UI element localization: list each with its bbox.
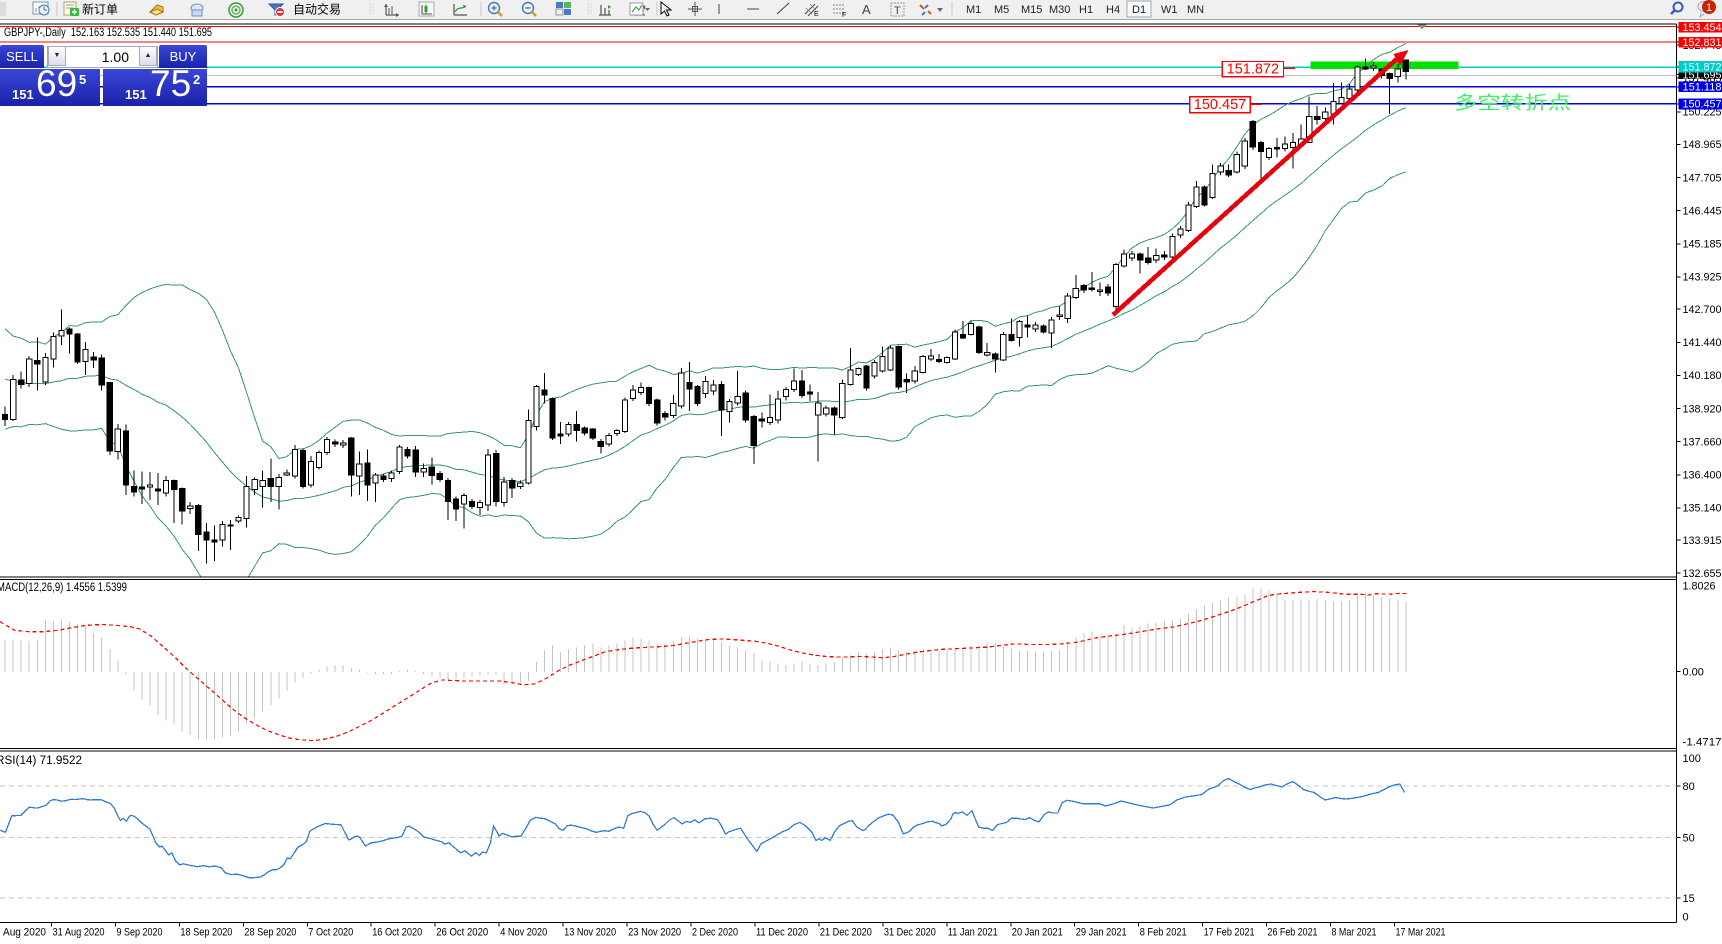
svg-text:17 Feb 2021: 17 Feb 2021 [1204,927,1255,939]
svg-text:1.8026: 1.8026 [1683,581,1716,593]
svg-text:16 Oct 2020: 16 Oct 2020 [372,927,422,939]
svg-text:RSI(14) 71.9522: RSI(14) 71.9522 [0,755,82,767]
svg-text:Aug 2020: Aug 2020 [3,927,46,939]
svg-text:137.660: 137.660 [1683,437,1722,449]
svg-text:17 Mar 2021: 17 Mar 2021 [1396,927,1446,939]
svg-text:20 Jan 2021: 20 Jan 2021 [1012,927,1063,939]
svg-text:11 Jan 2021: 11 Jan 2021 [948,927,998,939]
svg-text:18 Sep 2020: 18 Sep 2020 [180,927,232,939]
svg-text:M1: M1 [966,4,981,16]
svg-text:F: F [842,12,846,19]
svg-text:自动交易: 自动交易 [293,2,341,17]
svg-text:31 Dec 2020: 31 Dec 2020 [884,927,936,939]
svg-text:13 Nov 2020: 13 Nov 2020 [564,927,616,939]
svg-text:15: 15 [1683,893,1695,905]
svg-text:4 Nov 2020: 4 Nov 2020 [500,927,547,939]
svg-text:MN: MN [1187,4,1204,16]
svg-text:28 Sep 2020: 28 Sep 2020 [244,927,296,939]
svg-text:143.925: 143.925 [1683,272,1722,284]
svg-text:A: A [862,2,871,17]
svg-text:-1.4717: -1.4717 [1683,736,1722,748]
svg-text:50: 50 [1683,832,1695,844]
svg-text:1: 1 [1706,2,1712,14]
svg-text:142.700: 142.700 [1683,304,1722,316]
svg-text:133.915: 133.915 [1683,535,1722,547]
svg-text:152.831: 152.831 [1683,37,1722,49]
svg-text:GBPJPY-,Daily 152.163 152.535: GBPJPY-,Daily 152.163 152.535 151.440 15… [4,27,212,39]
svg-text:151.872: 151.872 [1227,61,1279,77]
svg-text:M30: M30 [1049,4,1070,16]
svg-text:0: 0 [1683,911,1689,923]
svg-text:M15: M15 [1021,4,1042,16]
svg-text:26 Oct 2020: 26 Oct 2020 [436,927,488,939]
svg-text:E: E [814,11,819,18]
svg-text:147.705: 147.705 [1683,172,1722,184]
svg-text:29 Jan 2021: 29 Jan 2021 [1076,927,1127,939]
svg-text:2 Dec 2020: 2 Dec 2020 [692,927,738,939]
svg-text:7 Oct 2020: 7 Oct 2020 [308,927,353,939]
svg-text:多空转折点: 多空转折点 [1454,93,1571,113]
svg-text:146.445: 146.445 [1683,206,1722,218]
svg-text:151.872: 151.872 [1683,62,1722,74]
svg-text:132.655: 132.655 [1683,568,1722,580]
svg-text:31 Aug 2020: 31 Aug 2020 [53,927,105,939]
svg-text:26 Feb 2021: 26 Feb 2021 [1268,927,1318,939]
svg-text:9 Sep 2020: 9 Sep 2020 [117,927,163,939]
svg-text:W1: W1 [1161,4,1178,16]
svg-text:MACD(12,26,9) 1.4556 1.5399: MACD(12,26,9) 1.4556 1.5399 [0,582,127,594]
svg-text:8 Mar 2021: 8 Mar 2021 [1332,927,1377,939]
svg-text:136.400: 136.400 [1683,470,1722,482]
svg-text:H4: H4 [1106,4,1120,16]
svg-text:M5: M5 [994,4,1009,16]
svg-text:8 Feb 2021: 8 Feb 2021 [1140,927,1187,939]
svg-text:新订单: 新订单 [82,2,118,17]
svg-text:21 Dec 2020: 21 Dec 2020 [820,927,872,939]
svg-text:100: 100 [1683,753,1701,765]
svg-text:80: 80 [1683,781,1695,793]
svg-text:D1: D1 [1132,4,1146,16]
svg-text:145.185: 145.185 [1683,239,1722,251]
svg-text:H1: H1 [1079,4,1093,16]
svg-text:140.180: 140.180 [1683,370,1722,382]
svg-text:T: T [894,5,901,17]
svg-text:150.457: 150.457 [1683,99,1722,111]
svg-text:11 Dec 2020: 11 Dec 2020 [756,927,808,939]
svg-text:0.00: 0.00 [1683,666,1704,678]
svg-text:151.118: 151.118 [1683,82,1722,94]
svg-text:153.454: 153.454 [1683,22,1722,34]
svg-text:141.440: 141.440 [1683,337,1722,349]
svg-text:150.457: 150.457 [1194,97,1246,113]
svg-text:135.140: 135.140 [1683,503,1722,515]
svg-text:23 Nov 2020: 23 Nov 2020 [628,927,681,939]
svg-text:138.920: 138.920 [1683,403,1722,415]
svg-text:148.965: 148.965 [1683,139,1722,151]
